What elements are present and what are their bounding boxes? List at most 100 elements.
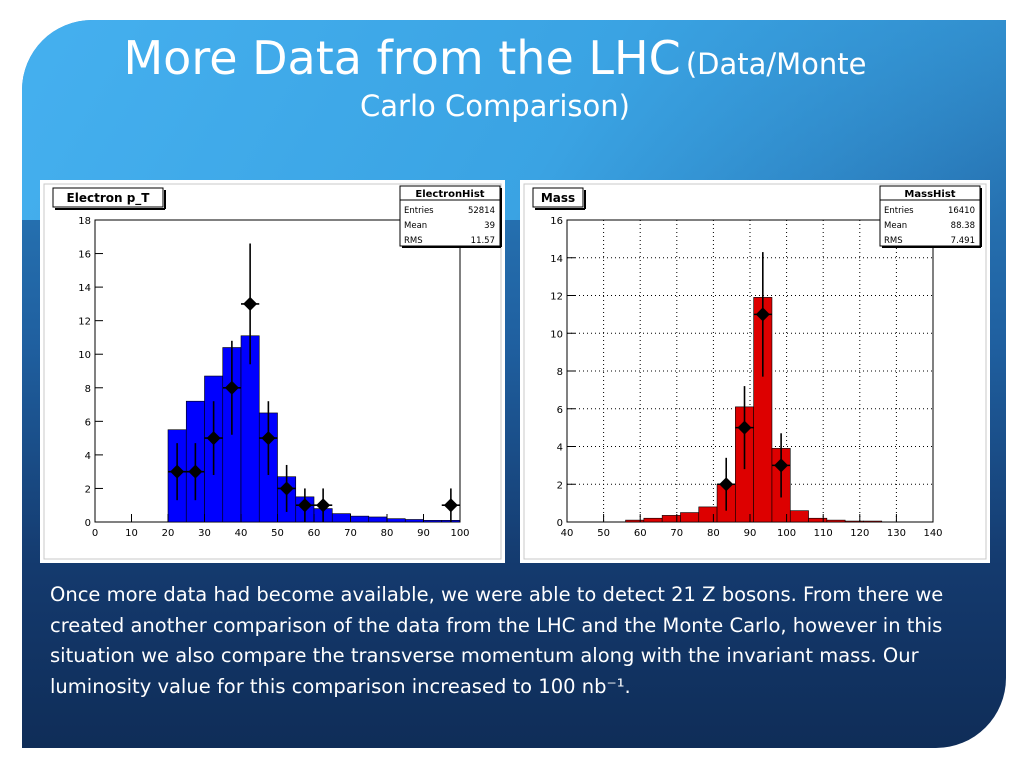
electron-pt-chart-panel: 0 10 20 30 40 50 60 70 80 90 100 0 2 4 6 8 10 12 14 16 18 Ele… [40,180,505,563]
title-sub-2: Carlo Comparison) [360,88,630,123]
x-tick-label: 60 [634,528,647,539]
title-box [532,187,584,208]
y-tick-label: 12 [550,292,563,303]
mc-bar [826,519,846,523]
data-point-marker [297,498,312,513]
mc-bar [331,513,351,523]
data-point-marker [774,458,789,473]
canvas-border [523,183,987,560]
y-tick-label: 2 [557,480,563,491]
mc-bar [423,520,443,523]
stats-value: 52814 [468,206,495,216]
x-tick-label: 80 [381,528,394,539]
data-point-marker [243,296,258,311]
x-tick-label: 70 [344,528,357,539]
mass-chart: 40 50 60 70 80 90 100 110 120 130 140 0 2 4 6 8 10 12 14 16… [520,180,990,563]
data-point-marker [279,481,294,496]
stats-value: 88.38 [951,221,975,231]
slide-title: More Data from the LHC (Data/Monte Carlo… [40,30,950,124]
data-point-marker [316,498,331,513]
y-tick-label: 18 [78,216,91,227]
data-point-marker [737,420,752,435]
stats-label: Entries [404,206,434,216]
y-tick-label: 14 [78,283,91,294]
mc-bar [404,519,424,523]
x-tick-label: 60 [308,528,321,539]
x-tick-label: 20 [162,528,175,539]
y-tick-label: 8 [85,384,91,395]
x-tick-label: 120 [850,528,869,539]
stats-box [879,185,981,247]
title-main: More Data from the LHC [123,31,681,85]
x-tick-label: 70 [670,528,683,539]
mc-bar [863,520,883,523]
stats-label: RMS [884,236,903,246]
y-tick-label: 14 [550,254,563,265]
data-point-marker [170,464,185,479]
stats-value: 11.57 [471,236,495,246]
x-tick-label: 40 [561,528,574,539]
mass-chart-panel: 40 50 60 70 80 90 100 110 120 130 140 0 2 4 6 8 10 12 14 16… [520,180,990,563]
y-tick-label: 0 [557,518,563,529]
y-tick-label: 8 [557,367,563,378]
stats-label: Mean [404,221,427,231]
x-tick-label: 130 [887,528,906,539]
title-sub-1: (Data/Monte [685,47,867,81]
x-tick-label: 100 [450,528,469,539]
x-tick-label: 40 [235,528,248,539]
data-point-marker [224,380,239,395]
y-tick-label: 10 [78,350,91,361]
x-tick-label: 30 [198,528,211,539]
stats-label: Mean [884,221,907,231]
data-point-marker [261,431,276,446]
x-tick-label: 90 [417,528,430,539]
stats-label: RMS [404,236,423,246]
chart-title: Electron p_T [67,191,151,206]
y-tick-label: 4 [557,443,563,454]
description-text: Once more data had become available, we … [50,583,944,698]
y-tick-label: 16 [550,216,563,227]
y-tick-label: 10 [550,329,563,340]
mc-bar [680,512,700,523]
mc-bar [661,515,681,523]
x-tick-label: 10 [125,528,138,539]
y-tick-label: 16 [78,250,91,261]
mc-bar [789,510,809,523]
data-point-marker [188,464,203,479]
y-tick-label: 4 [85,451,91,462]
mc-bar [698,506,718,523]
mc-bar [368,516,388,523]
title-box [52,187,164,208]
y-tick-label: 6 [557,405,563,416]
stats-box-name: MassHist [904,189,955,200]
data-point-marker [443,498,458,513]
data-point-marker [755,307,770,322]
x-tick-label: 140 [923,528,942,539]
stats-value: 7.491 [951,236,975,246]
x-tick-label: 110 [814,528,833,539]
mc-bar [643,517,663,523]
y-tick-label: 2 [85,484,91,495]
canvas-border [43,183,502,560]
x-tick-label: 90 [744,528,757,539]
y-tick-label: 12 [78,317,91,328]
mc-bar [350,515,370,523]
stats-value: 16410 [948,206,975,216]
stats-box-name: ElectronHist [415,189,484,200]
stats-label: Entries [884,206,914,216]
data-point-marker [206,431,221,446]
mc-bar [808,517,828,523]
y-tick-label: 6 [85,417,91,428]
y-tick-label: 0 [85,518,91,529]
stats-value: 39 [484,221,495,231]
x-tick-label: 0 [92,528,98,539]
x-tick-label: 100 [777,528,796,539]
x-tick-label: 50 [271,528,284,539]
electron-pt-chart: 0 10 20 30 40 50 60 70 80 90 100 0 2 4 6 8 10 12 14 16 18 Ele… [40,180,505,563]
x-tick-label: 50 [597,528,610,539]
chart-title: Mass [541,191,575,205]
data-point-marker [719,477,734,492]
mc-bar [844,520,864,523]
mc-bar [386,518,406,523]
x-tick-label: 80 [707,528,720,539]
